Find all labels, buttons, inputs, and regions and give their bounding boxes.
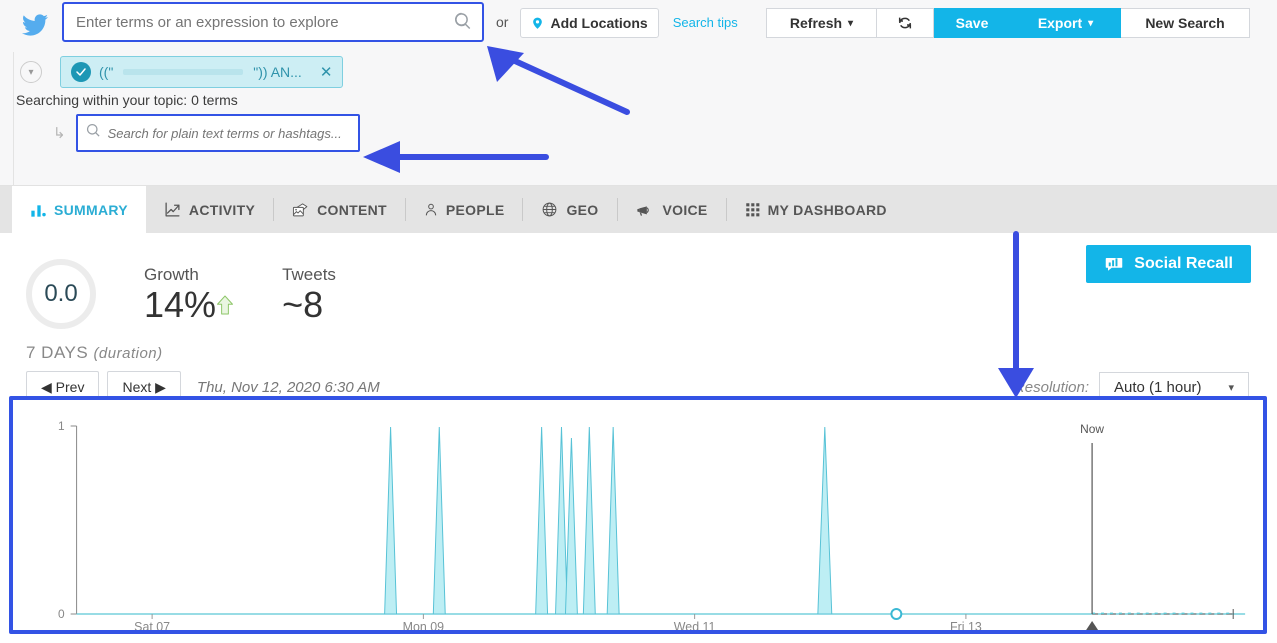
svg-text:0: 0 — [58, 607, 65, 621]
svg-text:Fri 13: Fri 13 — [950, 620, 982, 630]
svg-text:1: 1 — [58, 419, 65, 433]
svg-text:Now: Now — [1080, 422, 1104, 436]
svg-text:Sat 07: Sat 07 — [134, 620, 170, 630]
svg-text:Mon 09: Mon 09 — [403, 620, 444, 630]
svg-text:Wed 11: Wed 11 — [674, 620, 716, 630]
